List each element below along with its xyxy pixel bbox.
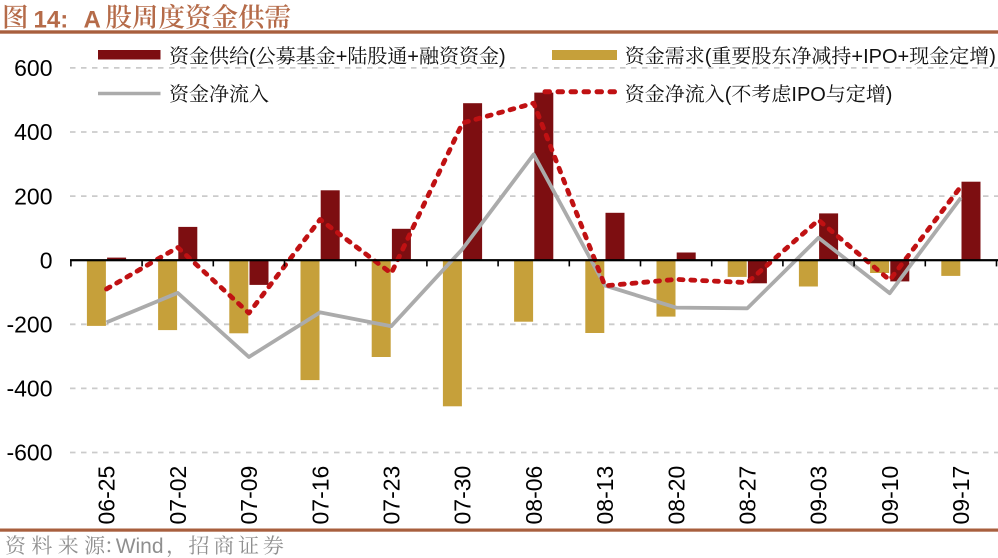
svg-text:+IPO+: +IPO+ (851, 46, 909, 68)
svg-text:600: 600 (14, 55, 52, 81)
svg-text:400: 400 (14, 119, 52, 145)
svg-text:(: ( (705, 46, 712, 68)
svg-text:09-17: 09-17 (948, 466, 974, 525)
svg-text:Wind: Wind (116, 535, 164, 558)
svg-text:): ) (989, 46, 996, 68)
svg-text:-600: -600 (6, 440, 52, 466)
svg-text:07-02: 07-02 (165, 466, 191, 525)
svg-text:09-03: 09-03 (806, 466, 832, 525)
svg-text:07-23: 07-23 (379, 466, 405, 525)
svg-text:08-27: 08-27 (735, 466, 761, 525)
svg-text:(: ( (249, 46, 256, 68)
svg-text:A: A (84, 7, 101, 34)
svg-text:09-10: 09-10 (877, 466, 903, 525)
svg-text:): ) (886, 84, 893, 106)
svg-text:+: + (407, 46, 419, 68)
svg-text:08-06: 08-06 (521, 466, 547, 525)
svg-text:IPO: IPO (791, 84, 825, 106)
svg-text:-200: -200 (6, 312, 52, 338)
svg-text:07-30: 07-30 (450, 466, 476, 525)
svg-text:14:: 14: (34, 7, 69, 34)
svg-text:07-09: 07-09 (236, 466, 262, 525)
svg-text:-400: -400 (6, 376, 52, 402)
svg-text:06-25: 06-25 (94, 466, 120, 525)
svg-text:07-16: 07-16 (307, 466, 333, 525)
svg-text:08-13: 08-13 (592, 466, 618, 525)
svg-text:+: + (336, 46, 348, 68)
svg-text:200: 200 (14, 183, 52, 209)
svg-text:(: ( (725, 84, 732, 106)
svg-text:0: 0 (40, 247, 53, 273)
svg-text:): ) (499, 46, 506, 68)
svg-text:08-20: 08-20 (663, 466, 689, 525)
